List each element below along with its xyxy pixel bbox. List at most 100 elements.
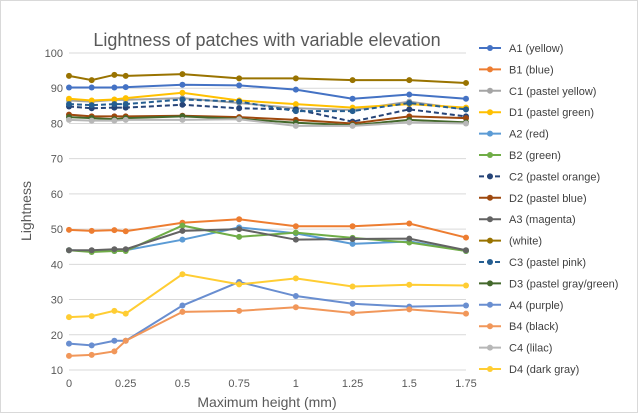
data-point: [292, 229, 299, 236]
series-line: [68, 280, 467, 347]
data-point: [179, 81, 186, 88]
y-tick-label: 80: [51, 118, 63, 130]
legend-marker: [487, 87, 493, 94]
series-group: [66, 271, 469, 321]
data-point: [179, 71, 186, 78]
series-line: [69, 83, 467, 100]
legend-marker: [487, 152, 493, 158]
data-point: [88, 247, 95, 254]
data-point: [111, 101, 118, 108]
data-point: [236, 226, 243, 233]
legend-marker: [487, 45, 493, 51]
y-tick-label: 90: [51, 83, 63, 95]
data-point: [463, 302, 469, 309]
series-line: [68, 98, 467, 113]
data-point: [463, 95, 469, 102]
series-group: [66, 216, 469, 241]
data-point: [179, 89, 186, 96]
data-point: [236, 75, 243, 82]
legend-item: A1 (yellow): [479, 43, 563, 55]
data-point: [88, 117, 95, 124]
legend-marker: [487, 366, 493, 372]
legend-label: A3 (magenta): [509, 214, 576, 226]
data-point: [406, 119, 413, 126]
data-point: [236, 82, 243, 89]
data-point: [349, 283, 356, 290]
data-point: [292, 236, 299, 243]
legend-marker: [487, 237, 493, 244]
data-point: [122, 337, 129, 344]
data-point: [179, 302, 186, 309]
series-line: [68, 218, 467, 239]
data-point: [122, 228, 129, 235]
series-group: [66, 116, 469, 129]
data-point: [66, 101, 72, 108]
x-tick-labels: 0 0.25 0.5 0.75 1 1.25 1.5 1.75: [66, 378, 477, 390]
data-point: [406, 306, 413, 313]
data-point: [463, 282, 469, 289]
data-point: [88, 84, 95, 91]
data-point: [111, 84, 118, 91]
data-point: [122, 72, 129, 79]
legend-label: (white): [509, 236, 542, 248]
data-point: [406, 91, 413, 98]
legend-item: A2 (red): [479, 129, 549, 141]
legend-item: A3 (magenta): [479, 214, 576, 226]
data-point: [292, 122, 299, 129]
legend-item: D2 (pastel blue): [479, 193, 587, 205]
legend-item: A4 (purple): [479, 300, 563, 312]
series-line: [68, 224, 467, 254]
legend-label: D2 (pastel blue): [509, 193, 587, 205]
y-tick-label: 100: [45, 48, 63, 60]
legend-item: B2 (green): [479, 150, 561, 162]
data-point: [292, 101, 299, 108]
data-point: [463, 234, 469, 241]
x-tick-label: 0.75: [228, 378, 249, 390]
data-point: [236, 105, 243, 112]
legend-label: C1 (pastel yellow): [509, 86, 596, 98]
x-axis-title: Maximum height (mm): [197, 394, 336, 410]
legend-item: C3 (pastel pink): [479, 257, 586, 269]
data-point: [111, 307, 118, 314]
data-point: [66, 314, 72, 321]
data-point: [111, 348, 118, 355]
legend-item: B1 (blue): [479, 64, 554, 76]
data-point: [349, 95, 356, 102]
legend-marker: [487, 173, 493, 180]
data-point: [463, 106, 469, 113]
y-axis-title: Lightness: [18, 181, 34, 241]
legend-marker: [487, 109, 493, 116]
data-point: [66, 352, 72, 359]
legend-label: A1 (yellow): [509, 43, 563, 55]
data-point: [111, 71, 118, 78]
data-point: [292, 86, 299, 93]
x-tick-label: 1: [293, 378, 299, 390]
data-point: [66, 95, 72, 102]
legend-label: C4 (lilac): [509, 343, 552, 355]
data-point: [292, 293, 299, 300]
data-point: [88, 77, 95, 84]
legend-marker: [487, 301, 493, 308]
data-point: [349, 108, 356, 115]
data-point: [236, 98, 243, 105]
legend-marker: [487, 130, 493, 137]
legend-label: A2 (red): [509, 129, 549, 141]
x-tick-label: 1.5: [402, 378, 417, 390]
data-point: [179, 271, 186, 278]
data-point: [406, 235, 413, 242]
y-tick-labels: 10 20 30 40 50 60 70 80 90 100: [45, 48, 63, 377]
data-point: [406, 106, 413, 113]
data-point: [66, 226, 72, 233]
data-point: [179, 101, 186, 108]
data-point: [292, 223, 299, 230]
legend-label: D4 (dark gray): [509, 364, 579, 376]
data-point: [349, 240, 356, 247]
data-point: [111, 117, 118, 124]
series-line: [68, 113, 467, 125]
legend-marker: [487, 194, 493, 201]
data-point: [122, 101, 129, 108]
y-tick-label: 20: [51, 330, 63, 342]
data-point: [349, 309, 356, 316]
data-point: [349, 77, 356, 84]
